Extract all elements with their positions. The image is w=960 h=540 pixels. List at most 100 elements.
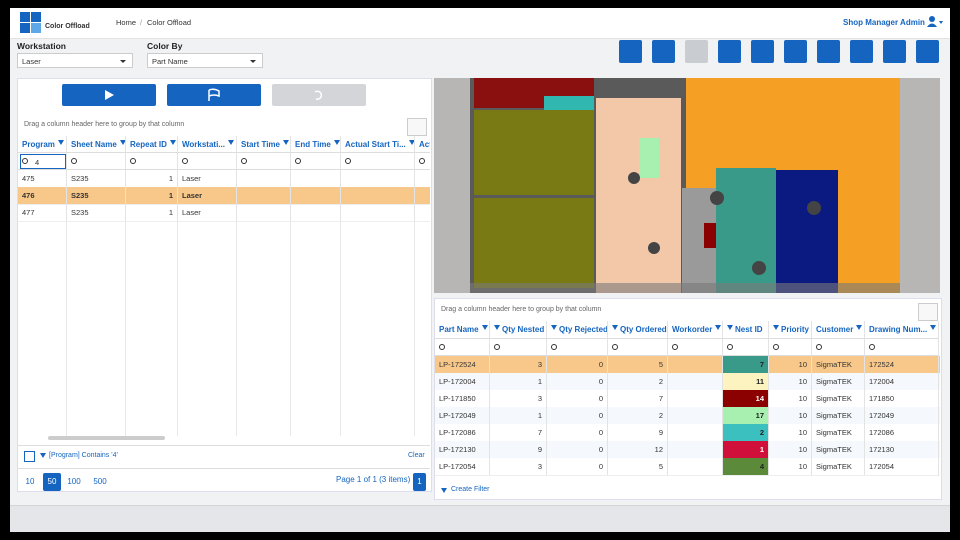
play-button[interactable] bbox=[62, 84, 156, 106]
filter-cell[interactable] bbox=[18, 153, 67, 170]
grid-cell: 1 bbox=[126, 204, 178, 221]
column-header[interactable]: Priority bbox=[769, 321, 812, 339]
breadcrumb-home[interactable]: Home bbox=[116, 18, 137, 27]
filter-cell[interactable] bbox=[547, 339, 608, 356]
toolbar-button[interactable] bbox=[751, 40, 774, 63]
column-header[interactable]: Program bbox=[18, 136, 67, 153]
grid-row[interactable]: LP-172054 3 0 5 4 10 SigmaTEK 172054 bbox=[435, 458, 940, 476]
filter-cell[interactable] bbox=[435, 339, 490, 356]
column-chooser[interactable] bbox=[918, 303, 938, 321]
page-size[interactable]: 10 bbox=[25, 477, 35, 486]
column-header[interactable]: Act bbox=[415, 136, 430, 153]
toolbar-button[interactable] bbox=[718, 40, 741, 63]
filter-icon[interactable] bbox=[773, 325, 779, 333]
page-size[interactable]: 500 bbox=[93, 477, 107, 486]
create-filter[interactable]: Create Filter bbox=[451, 486, 490, 493]
column-header[interactable]: Nest ID bbox=[723, 321, 769, 339]
filter-icon[interactable] bbox=[408, 140, 414, 148]
filter-cell[interactable] bbox=[67, 153, 126, 170]
filter-icon[interactable] bbox=[481, 325, 488, 333]
filter-icon[interactable] bbox=[715, 325, 722, 333]
filter-cell[interactable] bbox=[723, 339, 769, 356]
toolbar-button[interactable] bbox=[619, 40, 642, 63]
toolbar-button[interactable] bbox=[784, 40, 807, 63]
grid-row[interactable]: LP-172004 1 0 2 11 10 SigmaTEK 172004 bbox=[435, 373, 940, 391]
filter-cell[interactable] bbox=[865, 339, 939, 356]
filter-icon[interactable] bbox=[494, 325, 500, 333]
grid-cell: 0 bbox=[547, 458, 608, 475]
grid-cell: 9 bbox=[608, 424, 668, 441]
filter-text[interactable]: [Program] Contains '4' bbox=[49, 452, 118, 459]
column-header[interactable]: Workorder bbox=[668, 321, 723, 339]
column-header[interactable]: Start Time bbox=[237, 136, 291, 153]
filter-icon[interactable] bbox=[551, 325, 557, 333]
filter-cell[interactable] bbox=[415, 153, 430, 170]
page-size[interactable]: 50 bbox=[43, 473, 61, 491]
grid-row[interactable]: 475 S235 1 Laser bbox=[18, 170, 430, 188]
grid-cell: 172004 bbox=[865, 373, 939, 390]
column-header[interactable]: Qty Nested bbox=[490, 321, 547, 339]
grid-row[interactable]: LP-172130 9 0 12 1 10 SigmaTEK 172130 bbox=[435, 441, 940, 459]
grid-row[interactable]: LP-171850 3 0 7 14 10 SigmaTEK 171850 bbox=[435, 390, 940, 408]
grid-row[interactable]: 477 S235 1 Laser bbox=[18, 204, 430, 222]
column-header[interactable]: Drawing Num... bbox=[865, 321, 939, 339]
filter-icon[interactable] bbox=[727, 325, 733, 333]
filter-icon[interactable] bbox=[57, 140, 64, 148]
toolbar-button[interactable] bbox=[817, 40, 840, 63]
filter-icon[interactable] bbox=[856, 325, 863, 333]
toolbar-button[interactable] bbox=[916, 40, 939, 63]
filter-icon[interactable] bbox=[930, 325, 937, 333]
filter-icon[interactable] bbox=[282, 140, 289, 148]
column-header[interactable]: Workstati... bbox=[178, 136, 237, 153]
workstation-select[interactable]: Laser bbox=[17, 53, 133, 68]
filter-checkbox[interactable] bbox=[24, 451, 35, 462]
column-header[interactable]: Sheet Name bbox=[67, 136, 126, 153]
filter-cell[interactable] bbox=[769, 339, 812, 356]
grid-row[interactable]: LP-172086 7 0 9 2 10 SigmaTEK 172086 bbox=[435, 424, 940, 442]
toolbar-button[interactable] bbox=[883, 40, 906, 63]
grid-cell: LP-172524 bbox=[435, 356, 490, 373]
column-header[interactable]: Customer bbox=[812, 321, 865, 339]
column-header[interactable]: Qty Rejected bbox=[547, 321, 608, 339]
filter-cell[interactable] bbox=[608, 339, 668, 356]
undo-button bbox=[272, 84, 366, 106]
toolbar-button[interactable] bbox=[652, 40, 675, 63]
clear-filter[interactable]: Clear bbox=[408, 452, 425, 459]
grid-row[interactable]: LP-172049 1 0 2 17 10 SigmaTEK 172049 bbox=[435, 407, 940, 425]
grid-row[interactable]: LP-172524 3 0 5 7 10 SigmaTEK 172524 bbox=[435, 356, 940, 374]
filter-icon[interactable] bbox=[119, 140, 125, 148]
toolbar-button[interactable] bbox=[850, 40, 873, 63]
grid-cell: SigmaTEK bbox=[812, 407, 865, 424]
grid-cell: 10 bbox=[769, 424, 812, 441]
filter-cell[interactable] bbox=[341, 153, 415, 170]
grid-row[interactable]: 476 S235 1 Laser bbox=[18, 187, 430, 205]
column-header[interactable]: Part Name bbox=[435, 321, 490, 339]
filter-cell[interactable] bbox=[237, 153, 291, 170]
column-header[interactable]: End Time bbox=[291, 136, 341, 153]
filter-icon[interactable] bbox=[169, 140, 176, 148]
column-chooser[interactable] bbox=[407, 118, 427, 136]
page-size[interactable]: 100 bbox=[67, 477, 81, 486]
page-button[interactable]: 1 bbox=[413, 473, 426, 491]
filter-cell[interactable] bbox=[291, 153, 341, 170]
column-header[interactable]: Actual Start Ti... bbox=[341, 136, 415, 153]
filter-icon[interactable] bbox=[333, 140, 340, 148]
filter-input[interactable]: 4 bbox=[20, 154, 66, 169]
filter-cell[interactable] bbox=[812, 339, 865, 356]
filter-cell[interactable] bbox=[668, 339, 723, 356]
filter-cell[interactable] bbox=[490, 339, 547, 356]
filter-cell[interactable] bbox=[178, 153, 237, 170]
group-hint: Drag a column header here to group by th… bbox=[24, 121, 185, 128]
grid-cell: 12 bbox=[608, 441, 668, 458]
filter-icon[interactable] bbox=[612, 325, 618, 333]
filter-icon[interactable] bbox=[227, 140, 234, 148]
column-header[interactable]: Repeat ID bbox=[126, 136, 178, 153]
color-by-select[interactable]: Part Name bbox=[147, 53, 263, 68]
grid-cell: S235 bbox=[67, 204, 126, 221]
column-header[interactable]: Qty Ordered bbox=[608, 321, 668, 339]
user-name[interactable]: Shop Manager Admin bbox=[843, 18, 925, 27]
scrollbar bbox=[48, 436, 165, 440]
filter-cell[interactable] bbox=[126, 153, 178, 170]
finish-button[interactable] bbox=[167, 84, 261, 106]
user-icon[interactable] bbox=[927, 16, 943, 28]
